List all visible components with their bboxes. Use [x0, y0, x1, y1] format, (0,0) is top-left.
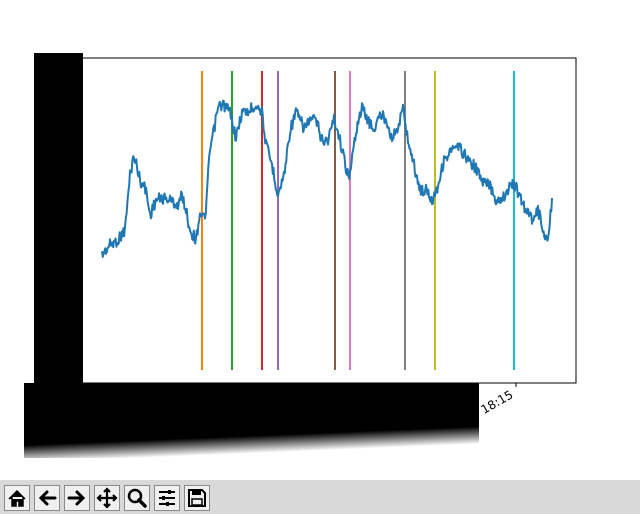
move-icon [96, 487, 118, 509]
figure-canvas: 18:15 [24, 53, 577, 458]
navigation-toolbar [0, 480, 640, 514]
main-series-line [101, 99, 553, 258]
home-button[interactable] [4, 485, 30, 511]
left-black-block [34, 53, 83, 385]
zoom-button[interactable] [124, 485, 150, 511]
forward-button[interactable] [64, 485, 90, 511]
magnifier-icon [127, 488, 147, 508]
sliders-icon [159, 490, 175, 506]
floppy-icon [188, 489, 206, 507]
home-icon [8, 489, 26, 507]
arrow-right-icon [67, 490, 86, 506]
configure-subplots-button[interactable] [154, 485, 180, 511]
back-button[interactable] [34, 485, 60, 511]
x-tick-label: 18:15 [479, 387, 516, 416]
arrow-left-icon [38, 490, 57, 506]
plot-area [81, 57, 577, 384]
bottom-black-block [24, 383, 479, 458]
pan-button[interactable] [94, 485, 120, 511]
save-button[interactable] [184, 485, 210, 511]
